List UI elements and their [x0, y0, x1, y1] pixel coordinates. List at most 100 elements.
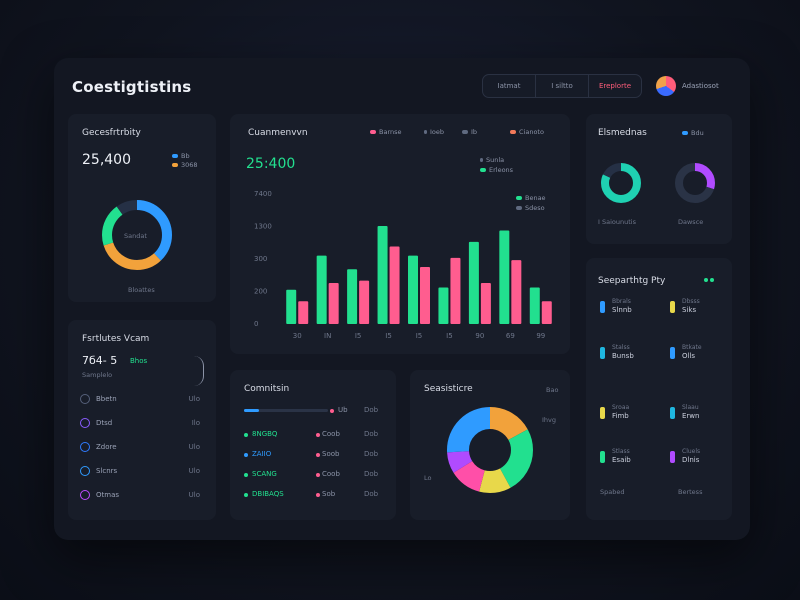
list-item-label: Otmas [96, 491, 120, 499]
legend-label: Bdu [691, 129, 704, 137]
donut-slice-dark[interactable] [675, 163, 715, 203]
purple-donut-chart [675, 163, 715, 203]
list-item[interactable]: Slcnrs Ulo [80, 464, 204, 480]
features-value: 7б4- 5 [82, 354, 118, 367]
legend-label: Benae [525, 194, 546, 202]
row-value: Dob [364, 430, 379, 438]
reporting-footer-right: Bertess [678, 488, 703, 496]
row-marker [316, 453, 320, 457]
bar-barnse-1[interactable] [328, 282, 339, 324]
stat-value: Esaib [612, 456, 631, 464]
donut-slice-green[interactable] [102, 200, 172, 270]
bar-legend-6: Erleons [480, 166, 513, 174]
stat-value: Fimb [612, 412, 629, 420]
topnav-item-2[interactable]: I siltto [536, 75, 589, 97]
stat-item[interactable]: Bbrals Slnnb [600, 298, 660, 322]
stat-item[interactable]: Btkate Olls [670, 344, 730, 368]
bar-barnse-0[interactable] [298, 301, 309, 324]
list-item[interactable]: Dtsd Ilo [80, 416, 204, 432]
user-avatar[interactable] [656, 76, 676, 96]
stat-item[interactable]: Stalss Bunsb [600, 344, 660, 368]
stat-item[interactable]: Dbsss Siks [670, 298, 730, 322]
x-tick-label: I5 [355, 332, 362, 340]
bar-erleons-7[interactable] [499, 230, 510, 324]
bar-erleons-2[interactable] [347, 269, 358, 324]
bar-erleons-3[interactable] [377, 225, 388, 324]
bar-chart-title: Cuanmenvvn [248, 128, 308, 138]
reporting-footer-left: Spabed [600, 488, 625, 496]
legend-label: 3068 [181, 161, 198, 169]
features-tag: Bhos [130, 357, 148, 365]
row-value: Dob [364, 450, 379, 458]
bar-erleons-4[interactable] [408, 255, 418, 324]
summary-footer: Bloattes [128, 286, 155, 294]
donut-slice-dark[interactable] [601, 163, 641, 203]
bar-barnse-4[interactable] [420, 267, 430, 324]
table-row[interactable]: DBIBAQS Sob Dob [244, 490, 384, 504]
bar-erleons-1[interactable] [316, 255, 327, 324]
list-item[interactable]: Zdore Ulo [80, 440, 204, 456]
summary-donut-chart [102, 200, 172, 270]
scroll-indicator[interactable] [194, 356, 204, 386]
list-item[interactable]: Otmas Ulo [80, 488, 204, 504]
table-row[interactable]: Ub Dob [244, 406, 384, 420]
bar-legend-4: Cianoto [510, 128, 544, 136]
stat-label: Bbrals [612, 298, 631, 305]
stat-label: Cluels [682, 448, 701, 455]
document-icon [80, 418, 90, 428]
topnav-item-3[interactable]: Ereplorte [598, 82, 632, 90]
x-tick-label: 99 [536, 332, 545, 340]
table-row[interactable]: ZAIIO Soob Dob [244, 450, 384, 464]
bar-barnse-8[interactable] [541, 301, 552, 324]
list-item-label: Bbetn [96, 395, 117, 403]
bar-barnse-5[interactable] [450, 257, 461, 324]
summary-legend-1: Bb [172, 152, 190, 160]
row-marker [244, 493, 248, 497]
y-tick-label: 1300 [254, 223, 272, 231]
list-item[interactable]: Bbetn Ulo [80, 392, 204, 408]
bar-erleons-8[interactable] [529, 287, 540, 324]
donut-slice-yellow[interactable] [447, 407, 533, 493]
segments-donut-chart [447, 407, 533, 493]
progress-bar [244, 409, 328, 412]
stat-item[interactable]: Slaau Erwn [670, 404, 730, 428]
donut-slice-orange[interactable] [102, 200, 172, 270]
summary-value: 25,400 [82, 152, 131, 168]
row-name: ZAIIO [252, 450, 272, 458]
list-item-value: Ulo [188, 443, 200, 451]
stat-item[interactable]: Cluels Dlnis [670, 448, 730, 472]
bar-barnse-3[interactable] [389, 246, 400, 324]
reporting-title: Seeparthtg Pty [598, 276, 666, 286]
donut-slice-green[interactable] [447, 407, 533, 493]
stat-label: Sroaa [612, 404, 630, 411]
legend-label: Sunla [486, 156, 505, 164]
elements-card: Elsmednas Bdu I Saiounutis Dawsce [586, 114, 732, 244]
bar-barnse-2[interactable] [359, 280, 370, 324]
bar-barnse-6[interactable] [480, 282, 491, 324]
row-value: Dob [364, 490, 379, 498]
stat-item[interactable]: Sroaa Fimb [600, 404, 660, 428]
topnav-item-1[interactable]: Iatmat [483, 75, 536, 97]
bar-chart: 0 200 300 1300 7400 30 IN I5 I5 I5 I5 90 69 99 [254, 190, 552, 340]
features-card: Fsrtlutes Vcam 7б4- 5 Bhos Samplelo Bbet… [68, 320, 216, 520]
legend-swatch [516, 196, 522, 200]
stat-value: Slnnb [612, 306, 632, 314]
stat-indicator [600, 407, 605, 419]
bar-erleons-0[interactable] [286, 289, 297, 324]
legend-swatch [462, 130, 468, 134]
features-subtitle: Samplelo [82, 371, 113, 379]
row-value: Coob [322, 430, 340, 438]
x-tick-label: I5 [385, 332, 392, 340]
donut-slice-dark[interactable] [102, 200, 172, 270]
donut-slice-blue[interactable] [447, 407, 533, 493]
user-name[interactable]: Adastiosot [682, 82, 719, 90]
stat-item[interactable]: Stlass Esaib [600, 448, 660, 472]
dashboard-window: Coestigtistins Iatmat I siltto Ereplorte… [54, 58, 750, 540]
bar-barnse-7[interactable] [511, 260, 522, 324]
table-row[interactable]: SCANG Coob Dob [244, 470, 384, 484]
summary-card: Gecesfrtrbity 25,400 Bb 3068 Sandat Bloa… [68, 114, 216, 302]
bar-erleons-5[interactable] [438, 287, 449, 324]
reporting-card: Seeparthtg Pty Bbrals Slnnb Dbsss Siks Stals… [586, 258, 732, 520]
bar-erleons-6[interactable] [468, 241, 479, 324]
table-row[interactable]: 8NGBQ Coob Dob [244, 430, 384, 444]
